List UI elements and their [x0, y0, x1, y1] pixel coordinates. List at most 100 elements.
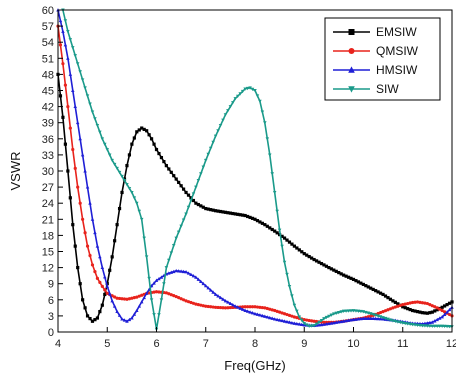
data-point [66, 169, 70, 173]
data-point [115, 309, 119, 314]
data-point [354, 317, 358, 321]
data-point [307, 318, 311, 323]
data-point [142, 236, 146, 241]
data-point [76, 185, 80, 189]
data-point [405, 322, 410, 326]
y-tick-label: 9 [48, 279, 54, 291]
data-point [115, 166, 119, 171]
data-point [228, 211, 232, 215]
data-point [369, 286, 373, 290]
data-point [95, 276, 99, 280]
data-point [78, 282, 82, 286]
data-point [105, 284, 110, 288]
data-point [445, 303, 449, 307]
data-point [376, 311, 380, 316]
data-point [186, 300, 191, 304]
data-point [228, 305, 232, 310]
data-point [327, 266, 331, 270]
data-point [435, 324, 439, 329]
data-point [295, 321, 299, 326]
data-point [265, 306, 269, 311]
data-point [223, 210, 228, 214]
data-point [364, 284, 368, 288]
y-tick-label: 39 [42, 118, 54, 130]
data-point [174, 268, 178, 273]
legend-label: QMSIW [376, 44, 419, 58]
data-point [83, 169, 87, 173]
data-point [277, 228, 282, 232]
data-point [191, 198, 196, 203]
data-point [181, 218, 186, 222]
data-point [292, 321, 297, 325]
data-point [177, 180, 181, 185]
data-point [437, 316, 442, 320]
data-point [162, 282, 166, 286]
data-point [364, 316, 368, 321]
y-tick-label: 0 [48, 327, 54, 339]
data-point [110, 255, 114, 259]
data-point [447, 301, 452, 305]
data-point [332, 268, 336, 272]
y-tick-label: 18 [42, 230, 54, 242]
data-point [68, 126, 72, 130]
data-point [228, 105, 233, 109]
data-point [270, 227, 274, 232]
data-point [381, 292, 385, 297]
data-point [378, 317, 383, 321]
x-tick-label: 4 [55, 338, 61, 350]
data-point [317, 320, 321, 325]
data-point [75, 62, 80, 66]
data-point [181, 269, 186, 274]
data-point [408, 301, 412, 305]
data-point [107, 153, 112, 157]
data-point [216, 129, 220, 133]
data-point [263, 121, 267, 125]
data-point [159, 298, 164, 302]
data-point [206, 304, 210, 309]
data-point [203, 283, 208, 288]
data-point [223, 113, 228, 117]
data-point [447, 325, 452, 329]
data-point [425, 321, 430, 325]
data-point [403, 302, 407, 306]
data-point [317, 323, 321, 327]
data-point [172, 294, 176, 298]
data-point [425, 301, 429, 306]
data-point [73, 104, 77, 109]
legend-item-emsiw: EMSIW [333, 25, 417, 39]
data-point [181, 187, 186, 191]
data-point [428, 320, 432, 325]
data-point [290, 314, 294, 318]
data-point [211, 305, 215, 309]
axes-layer: 4 5 6 7 8 9 10 11 120369121518212427303336394245… [42, 5, 456, 350]
data-point [255, 219, 260, 223]
data-point [376, 316, 380, 321]
data-point [226, 211, 230, 215]
data-point [327, 314, 331, 319]
data-point [346, 309, 351, 313]
data-point [401, 305, 405, 309]
data-point [253, 311, 257, 316]
data-point [223, 298, 228, 303]
data-point [61, 29, 65, 33]
data-point [337, 271, 341, 275]
data-point [423, 311, 427, 315]
y-tick-label: 24 [42, 198, 54, 210]
data-point [191, 273, 196, 278]
data-point [250, 305, 255, 309]
data-point [285, 272, 289, 277]
data-point [142, 295, 146, 300]
legend-item-hmsiw: HMSIW [333, 63, 418, 77]
data-point [366, 285, 370, 289]
data-point [90, 319, 95, 323]
data-point [440, 324, 444, 329]
y-tick-label: 33 [42, 150, 54, 162]
data-point [76, 266, 80, 270]
data-point [280, 318, 284, 323]
data-point [245, 309, 250, 313]
data-point [297, 248, 301, 252]
legend-item-qmsiw: QMSIW [333, 44, 419, 58]
data-point [113, 239, 117, 243]
data-point [226, 109, 230, 113]
data-point [268, 307, 272, 311]
